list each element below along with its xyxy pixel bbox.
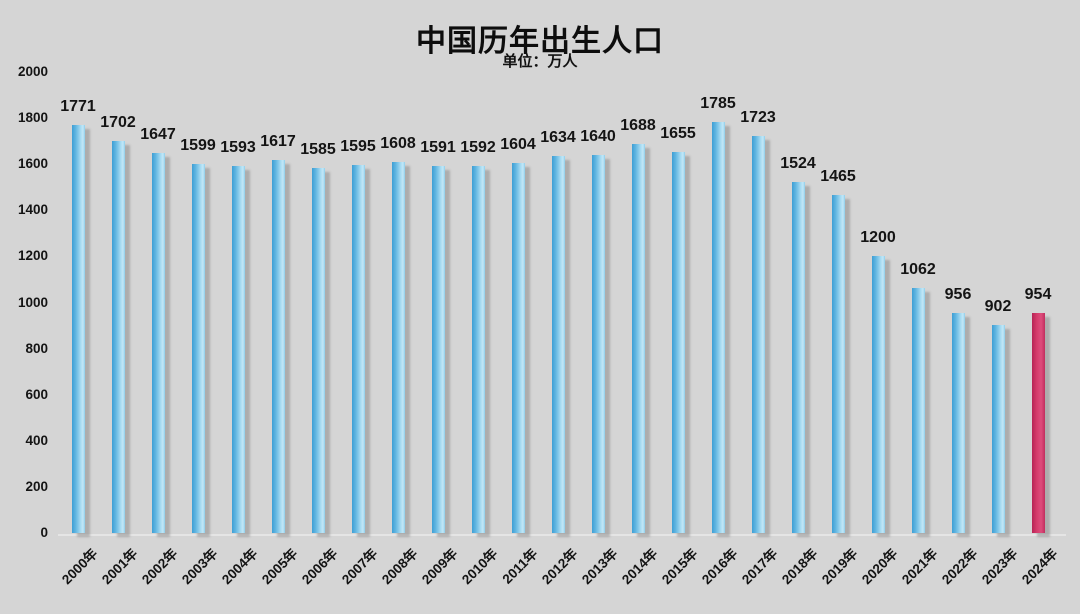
bar	[871, 256, 885, 533]
bar	[151, 153, 165, 533]
y-axis-tick-label: 400	[25, 432, 48, 448]
bar	[191, 164, 205, 533]
y-axis-tick-label: 800	[25, 340, 48, 356]
bar-value-label: 1604	[500, 136, 536, 154]
bar	[551, 156, 565, 533]
bar	[511, 163, 525, 533]
y-axis-tick-label: 1600	[17, 156, 48, 172]
bar-value-label: 1200	[860, 229, 896, 247]
y-axis-tick-label: 1000	[17, 294, 48, 310]
bar	[951, 312, 965, 533]
bar	[751, 135, 765, 533]
bar-value-label: 1608	[380, 135, 416, 153]
y-axis-tick-label: 1800	[17, 110, 48, 126]
y-axis-tick-label: 200	[25, 478, 48, 494]
bar-value-label: 1771	[60, 97, 96, 115]
bar	[711, 121, 725, 533]
bar	[591, 154, 605, 533]
y-axis-tick-label: 600	[25, 386, 48, 402]
y-axis-tick-label: 1400	[17, 202, 48, 218]
bar	[231, 165, 245, 533]
bar-value-label: 1591	[420, 139, 456, 157]
bar-value-label: 1524	[780, 154, 816, 172]
baseline	[58, 534, 1066, 536]
bar	[991, 325, 1005, 533]
bar-value-label: 956	[944, 285, 972, 303]
bar	[351, 165, 365, 533]
bar	[471, 166, 485, 533]
bar	[631, 143, 645, 533]
bar-value-label: 1585	[300, 140, 336, 158]
chart-title: 中国历年出生人口	[416, 25, 664, 58]
bar-value-label: 1593	[220, 138, 256, 156]
bar-value-label: 1723	[740, 108, 776, 126]
bar-highlight	[1031, 313, 1045, 533]
bar-value-label: 1647	[140, 126, 176, 144]
bar-value-label: 1702	[100, 113, 136, 131]
bar-value-label: 1062	[900, 261, 936, 279]
bar	[271, 160, 285, 533]
bar-value-label: 1617	[260, 133, 296, 151]
bar	[431, 166, 445, 533]
bar	[71, 124, 85, 533]
y-axis-tick-label: 0	[40, 525, 48, 540]
bar	[311, 167, 325, 533]
bar	[911, 288, 925, 533]
bar	[671, 151, 685, 533]
y-axis-tick-label: 1200	[17, 248, 48, 264]
bar-value-label: 1785	[700, 94, 736, 112]
bar-value-label: 1592	[460, 139, 496, 157]
bar-value-label: 1655	[660, 124, 696, 142]
bar-value-label: 1640	[580, 127, 616, 145]
bar	[111, 140, 125, 533]
bar-value-label: 1688	[620, 116, 656, 134]
bar-value-label: 1599	[180, 137, 216, 155]
y-axis-tick-label: 2000	[17, 64, 48, 79]
bar	[791, 181, 805, 533]
bar-value-label: 954	[1024, 286, 1052, 304]
bar	[391, 162, 405, 533]
chart-subtitle: 单位：万人	[502, 53, 578, 70]
bar-value-label: 902	[984, 298, 1012, 316]
bar	[831, 195, 845, 533]
bar-value-label: 1634	[540, 129, 576, 147]
bar-value-label: 1595	[340, 138, 376, 156]
bar-value-label: 1465	[820, 168, 856, 186]
